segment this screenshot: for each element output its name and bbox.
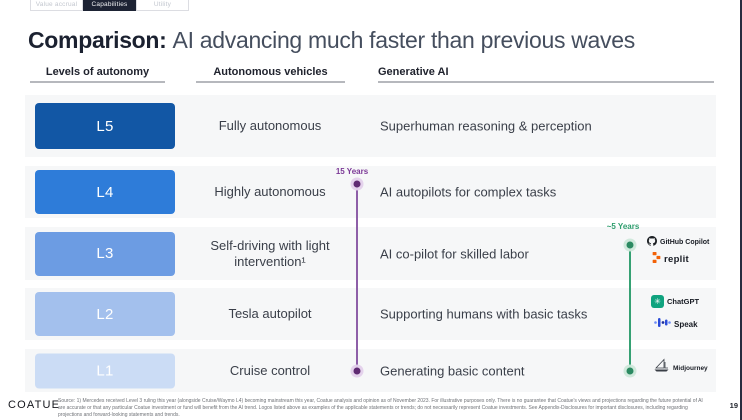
- coatue-logo: COATUE: [8, 399, 61, 411]
- logo-chatgpt-label: ChatGPT: [667, 297, 700, 306]
- timeline-label-vehicles: 15 Years: [335, 167, 369, 176]
- column-header-genai: Generative AI: [378, 66, 714, 83]
- table-row: L2 Tesla autopilot Supporting humans wit…: [25, 288, 716, 340]
- genai-cell: Supporting humans with basic tasks: [380, 306, 588, 322]
- column-header-autonomy: Levels of autonomy: [30, 66, 165, 83]
- page-title-rest: AI advancing much faster than previous w…: [172, 27, 636, 53]
- page-number: 19: [729, 401, 738, 410]
- vehicle-cell: Highly autonomous: [214, 183, 326, 199]
- level-badge-l3: L3: [35, 231, 175, 276]
- column-header-genai-label: Generative AI: [378, 66, 449, 78]
- column-header-vehicles-label: Autonomous vehicles: [213, 66, 328, 78]
- timeline-label-genai: ~5 Years: [606, 222, 640, 231]
- github-icon: [647, 233, 657, 251]
- table-row: L1 Cruise control Generating basic conte…: [25, 349, 716, 392]
- midjourney-sailboat-icon: [653, 358, 670, 378]
- column-rule: [378, 81, 714, 83]
- timeline-line-vehicles: [356, 184, 358, 372]
- tab-capabilities[interactable]: Capabilities: [83, 0, 136, 11]
- replit-icon: [652, 250, 661, 268]
- logo-chatgpt: ✳ ChatGPT: [651, 295, 699, 308]
- timeline-dot-bottom-vehicles: [353, 367, 361, 375]
- column-rule: [196, 81, 345, 83]
- column-rule: [30, 81, 165, 83]
- logo-speak-label: Speak: [674, 319, 698, 329]
- logo-midjourney-label: Midjourney: [673, 364, 708, 372]
- genai-cell: AI autopilots for complex tasks: [380, 184, 557, 200]
- chatgpt-icon: ✳: [651, 295, 664, 308]
- timeline-dot-top-vehicles: [353, 180, 361, 188]
- source-disclaimer: Source: 1) Mercedes received Level 3 rul…: [58, 398, 703, 418]
- vehicle-cell: Tesla autopilot: [228, 305, 312, 321]
- logo-speak: Speak: [654, 315, 698, 333]
- logo-github-copilot-label: GitHub Copilot: [660, 238, 710, 246]
- tab-value-accrual[interactable]: Value accrual: [30, 0, 83, 11]
- timeline-dot-top-genai: [626, 241, 634, 249]
- level-badge-l5: L5: [35, 103, 175, 149]
- genai-cell: Superhuman reasoning & perception: [380, 118, 592, 134]
- timeline-line-genai: [629, 245, 631, 372]
- logo-replit: replit: [652, 250, 689, 268]
- tab-bar: Value accrual Capabilities Utility: [30, 0, 189, 11]
- page-title: Comparison: AI advancing much faster than…: [28, 27, 635, 54]
- slide-edge: [740, 0, 742, 420]
- level-badge-l2: L2: [35, 292, 175, 336]
- genai-cell: Generating basic content: [380, 363, 525, 378]
- column-header-vehicles: Autonomous vehicles: [196, 66, 345, 83]
- logo-replit-label: replit: [664, 253, 690, 265]
- genai-cell: AI co-pilot for skilled labor: [380, 246, 529, 261]
- table-row: L5 Fully autonomous Superhuman reasoning…: [25, 95, 716, 157]
- logo-midjourney: Midjourney: [653, 358, 708, 378]
- speak-icon: [654, 315, 671, 333]
- column-header-autonomy-label: Levels of autonomy: [45, 66, 150, 78]
- vehicle-cell: Cruise control: [229, 362, 311, 378]
- page-title-lead: Comparison:: [28, 27, 167, 53]
- vehicle-cell: Self-driving with light intervention¹: [210, 237, 330, 269]
- table-row: L4 Highly autonomous AI autopilots for c…: [25, 166, 716, 218]
- table-row: L3 Self-driving with light intervention¹…: [25, 227, 716, 280]
- timeline-dot-bottom-genai: [626, 367, 634, 375]
- vehicle-cell: Fully autonomous: [218, 117, 322, 133]
- level-badge-l1: L1: [35, 353, 175, 388]
- tab-utility[interactable]: Utility: [136, 0, 189, 11]
- level-badge-l4: L4: [35, 170, 175, 214]
- logo-github-copilot: GitHub Copilot: [647, 233, 709, 251]
